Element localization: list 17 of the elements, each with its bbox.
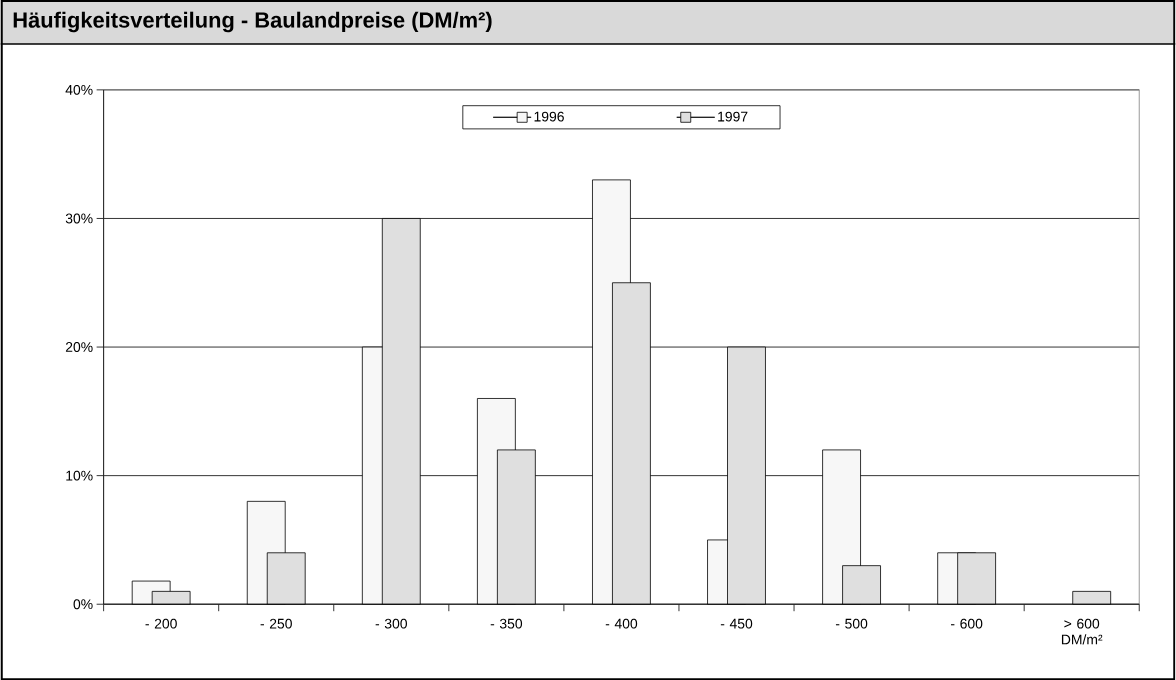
y-tick-label: 40% — [65, 84, 93, 95]
x-tick-label: - 600 — [951, 618, 983, 629]
legend-label: 1997 — [718, 111, 748, 122]
x-tick-label: > 600 DM/m² — [1061, 618, 1103, 645]
y-tick-label: 0% — [73, 599, 93, 610]
x-tick-label: - 200 — [145, 618, 177, 629]
x-tick-label: - 350 — [490, 618, 523, 629]
y-tick-label: 30% — [65, 213, 93, 224]
chart-title: Häufigkeitsverteilung - Baulandpreise (DM/m²) — [13, 11, 492, 33]
x-tick-label: - 250 — [260, 618, 292, 629]
y-tick-label: 10% — [66, 470, 93, 481]
x-tick-label: - 400 — [605, 618, 638, 629]
y-tick-label: 20% — [65, 342, 93, 352]
x-tick-label: - 300 — [375, 618, 408, 629]
x-tick-label: - 500 — [835, 618, 868, 629]
legend-label: 1996 — [534, 111, 564, 122]
x-tick-label: - 450 — [720, 618, 753, 629]
